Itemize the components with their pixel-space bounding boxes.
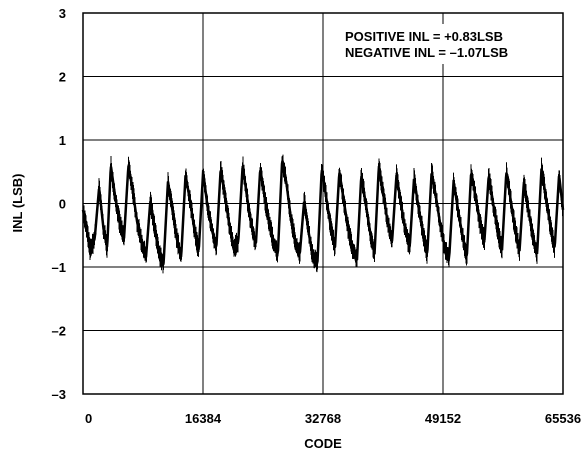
- x-tick-label: 0: [85, 411, 92, 426]
- x-tick-label: 65536: [545, 411, 581, 426]
- inl-series: [81, 154, 565, 274]
- y-tick-label: 3: [59, 6, 66, 21]
- grid-lines: [82, 12, 564, 395]
- y-tick-label: 1: [59, 133, 66, 148]
- x-axis-label: CODE: [304, 436, 342, 451]
- positive-inl-annotation: POSITIVE INL = +0.83LSB: [345, 29, 503, 44]
- y-tick-label: 2: [59, 70, 66, 85]
- annotation-box: [337, 24, 553, 64]
- y-tick-label: –1: [52, 260, 66, 275]
- x-tick-labels: 0 16384 32768 49152 65536: [85, 411, 581, 426]
- x-tick-label: 32768: [305, 411, 341, 426]
- inl-series-line: [81, 160, 565, 267]
- y-tick-label: –3: [52, 387, 66, 402]
- plot-frame: [82, 12, 564, 395]
- negative-inl-annotation: NEGATIVE INL = –1.07LSB: [345, 45, 508, 60]
- y-tick-labels: 3 2 1 0 –1 –2 –3: [52, 6, 66, 402]
- y-tick-label: –2: [52, 324, 66, 339]
- x-tick-label: 16384: [185, 411, 222, 426]
- y-tick-label: 0: [59, 197, 66, 212]
- y-axis-label: INL (LSB): [10, 174, 25, 233]
- x-tick-label: 49152: [425, 411, 461, 426]
